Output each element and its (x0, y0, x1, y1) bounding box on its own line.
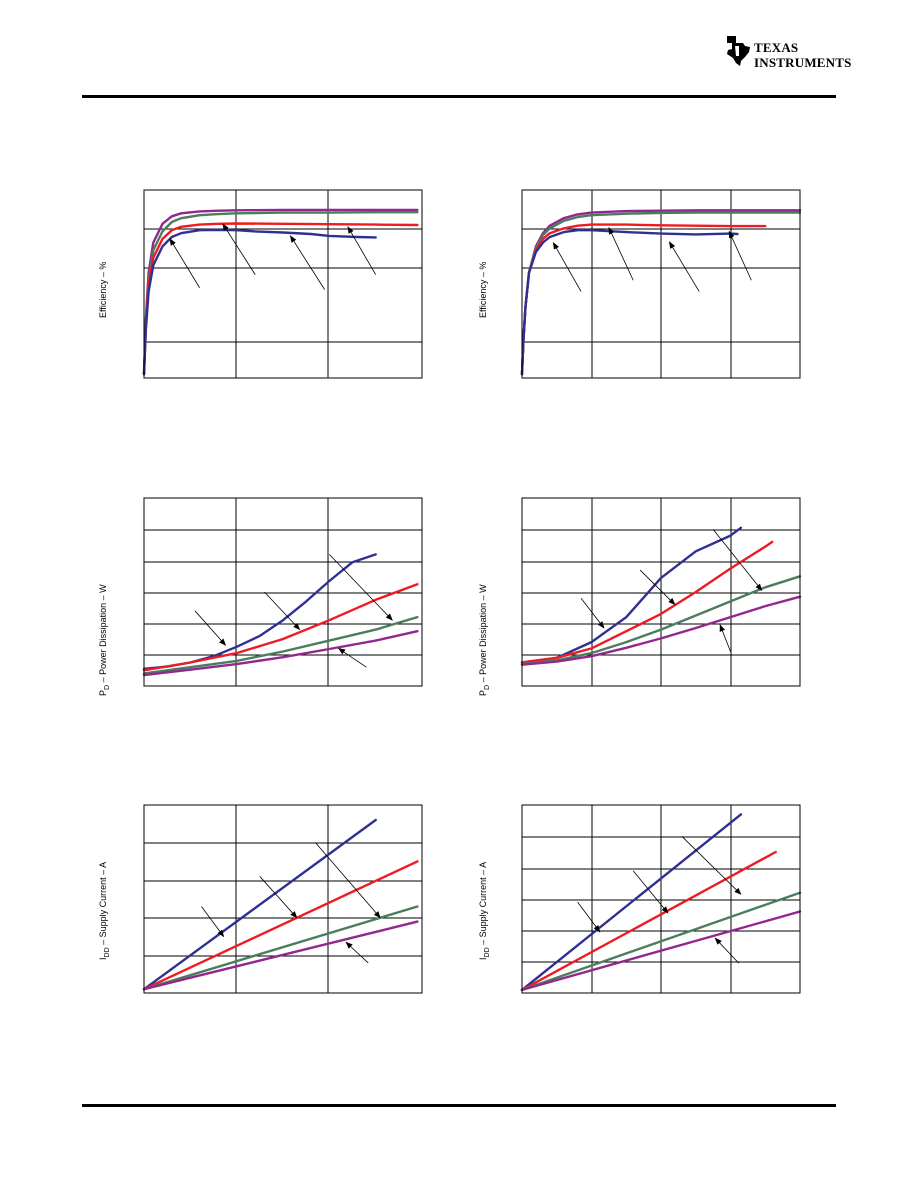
annotation-arrow (719, 624, 731, 652)
annotation-arrow (347, 226, 377, 275)
annotation-arrow (290, 235, 326, 290)
annotation-arrow (639, 569, 676, 606)
series-line-blue (142, 630, 419, 677)
annotation-arrow (194, 610, 227, 646)
annotation-arrow (315, 842, 381, 919)
annotation-arrow (345, 941, 369, 964)
header-rule (82, 95, 836, 98)
plot-frame (521, 497, 801, 687)
series-line-green (142, 860, 419, 991)
series-line-red (520, 575, 802, 666)
annotation-arrow (714, 937, 740, 964)
annotation-arrow (608, 226, 634, 281)
annotation-arrow (580, 598, 605, 629)
annotation-arrow (552, 242, 582, 292)
series-line-red (142, 615, 419, 675)
annotation-arrow (201, 906, 225, 938)
annotation-arrow (728, 230, 752, 281)
texas-state-icon (727, 36, 750, 66)
series-line-purple (520, 813, 743, 992)
annotation-arrow (577, 901, 601, 933)
series-line-purple (142, 818, 377, 991)
annotation-arrow (264, 591, 301, 631)
series-line-blue (520, 229, 739, 376)
annotation-arrow (712, 529, 763, 591)
series-line-blue (142, 920, 419, 991)
series-line-red (520, 891, 802, 992)
series-line-blue (520, 910, 802, 992)
plot-frame (143, 189, 423, 379)
annotation-arrow (338, 647, 367, 668)
annotation-arrow (169, 238, 200, 288)
plot-frame (521, 189, 801, 379)
plot-frame (143, 804, 423, 994)
annotation-arrow (632, 870, 669, 914)
plot-frame (521, 804, 801, 994)
series-line-blue (142, 228, 377, 376)
annotation-arrow (259, 876, 298, 919)
series-line-red (142, 905, 419, 991)
series-line-red (142, 222, 419, 376)
series-line-blue (520, 595, 802, 666)
footer-rule (82, 1104, 836, 1107)
plot-frame (143, 497, 423, 687)
series-line-green (520, 850, 777, 992)
logo-wordmark: TEXAS INSTRUMENTS (754, 40, 852, 70)
annotation-arrow (222, 223, 256, 275)
series-line-green (520, 540, 774, 664)
annotation-arrow (681, 836, 742, 895)
annotation-arrow (668, 241, 700, 292)
texas-instruments-logo: TEXAS INSTRUMENTS (724, 34, 851, 76)
series-line-green (142, 583, 419, 672)
annotation-arrow (329, 554, 393, 621)
